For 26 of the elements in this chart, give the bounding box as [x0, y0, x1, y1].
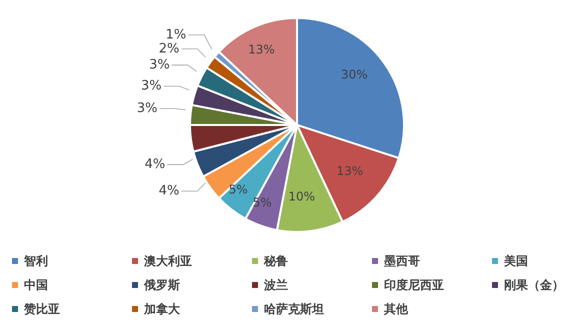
legend-label: 哈萨克斯坦 — [264, 300, 324, 318]
legend-label: 加拿大 — [144, 300, 180, 318]
legend-label: 澳大利亚 — [144, 252, 192, 270]
data-label: 3% — [136, 101, 158, 116]
legend-label: 秘鲁 — [264, 252, 288, 270]
legend-label: 印度尼西亚 — [384, 276, 444, 294]
legend-label: 波兰 — [264, 276, 288, 294]
legend-label: 其他 — [384, 300, 408, 318]
data-label: 1% — [166, 27, 186, 42]
data-label: 2% — [158, 41, 180, 56]
legend-label: 俄罗斯 — [144, 276, 180, 294]
legend-label: 刚果（金） — [504, 276, 564, 294]
data-label: 4% — [144, 157, 166, 172]
legend-label: 智利 — [24, 252, 48, 270]
data-label: 30% — [340, 68, 368, 82]
data-label: 13% — [336, 164, 364, 178]
legend-label: 墨西哥 — [384, 252, 420, 270]
data-label: 13% — [248, 42, 275, 56]
data-label: 4% — [158, 184, 180, 199]
data-label: 10% — [288, 189, 315, 204]
legend-label: 中国 — [24, 276, 48, 294]
legend-label: 赞比亚 — [24, 300, 60, 318]
data-label: 5% — [228, 182, 248, 196]
data-label: 3% — [149, 58, 170, 73]
legend-label: 美国 — [504, 252, 528, 270]
data-label: 3% — [141, 78, 162, 94]
